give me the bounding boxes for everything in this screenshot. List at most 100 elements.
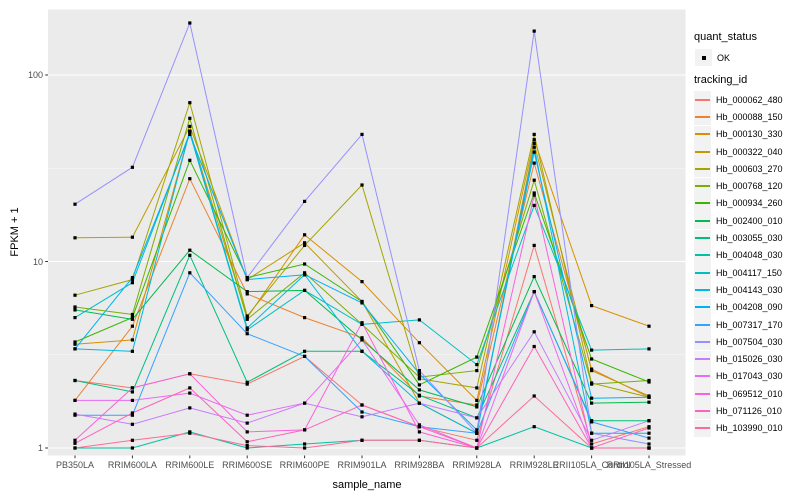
series-color-key [694, 264, 711, 282]
data-point [647, 347, 651, 351]
legend-item: Hb_000062_480 [694, 91, 783, 109]
data-point [647, 442, 651, 446]
data-point [303, 288, 307, 292]
legend-item: Hb_000322_040 [694, 143, 783, 161]
legend-item: Hb_007317_170 [694, 316, 783, 333]
series-color-key [694, 246, 711, 264]
data-point [647, 380, 651, 384]
data-point [532, 425, 536, 429]
series-color-key [694, 281, 711, 299]
legend-item: Hb_000130_330 [694, 125, 783, 143]
data-point [532, 132, 536, 136]
data-point [303, 316, 307, 320]
data-point [532, 150, 536, 154]
data-point [245, 326, 249, 330]
series-label: Hb_017043_030 [716, 371, 783, 382]
series-color-key [694, 177, 711, 195]
series-line-swatch [695, 150, 710, 153]
data-point [130, 398, 134, 402]
data-point [73, 308, 77, 312]
legend-item: Hb_007504_030 [694, 333, 783, 351]
x-tick-label: RRIM600LE [165, 460, 215, 470]
series-line-swatch [695, 323, 710, 326]
series-label: Hb_000934_260 [716, 198, 783, 209]
data-point [303, 354, 307, 358]
x-tick-label: RRII105LA_Control [552, 460, 631, 470]
legend-item: Hb_015026_030 [694, 350, 783, 368]
series-line-swatch [695, 254, 710, 257]
data-point [647, 436, 651, 440]
series-label: Hb_004208_090 [716, 302, 783, 313]
series-label: Hb_004117_150 [716, 267, 782, 278]
data-point [532, 145, 536, 149]
series-line-swatch [695, 133, 710, 136]
data-point [130, 338, 134, 342]
data-point [360, 301, 364, 305]
data-point [360, 322, 364, 326]
y-tick-label: 100 [27, 70, 43, 80]
data-point [590, 369, 594, 373]
legend-item: Hb_003055_030 [694, 229, 783, 247]
legend-item: Hb_004117_150 [694, 264, 783, 282]
data-point [475, 363, 479, 367]
data-point [73, 340, 77, 344]
data-point [417, 401, 421, 405]
data-point [130, 446, 134, 450]
series-label: Hb_069512_010 [716, 388, 783, 399]
series-color-key [694, 333, 711, 351]
series-color-key [694, 350, 711, 368]
data-point [532, 243, 536, 247]
data-point [73, 441, 77, 445]
data-point [590, 401, 594, 405]
data-point [303, 262, 307, 266]
data-point [532, 290, 536, 294]
y-tick-label: 10 [32, 256, 43, 267]
data-point [245, 278, 249, 282]
data-point [303, 428, 307, 432]
data-point [73, 202, 77, 206]
data-point [417, 318, 421, 322]
data-point [475, 369, 479, 373]
series-color-key [694, 160, 711, 178]
data-point [475, 405, 479, 409]
data-point [647, 395, 651, 399]
data-point [532, 394, 536, 398]
series-label: Hb_000768_120 [716, 181, 783, 192]
data-point [532, 138, 536, 142]
data-point [590, 396, 594, 400]
data-point [475, 431, 479, 435]
data-point [532, 29, 536, 33]
data-point [417, 372, 421, 376]
data-point [360, 438, 364, 442]
data-point [532, 193, 536, 197]
data-point [188, 406, 192, 410]
legend-item: Hb_071126_010 [694, 402, 783, 420]
data-point [417, 375, 421, 379]
data-point [360, 132, 364, 136]
data-point [532, 191, 536, 195]
data-point [245, 290, 249, 294]
data-point [417, 425, 421, 429]
legend-item: Hb_002400_010 [694, 212, 783, 230]
data-point [245, 444, 249, 448]
y-tick-label: 1 [37, 443, 43, 453]
data-point [647, 431, 651, 435]
data-point [475, 403, 479, 407]
data-point [73, 236, 77, 240]
legend-item: Hb_069512_010 [694, 385, 783, 403]
data-point [130, 438, 134, 442]
data-point [245, 328, 249, 332]
series-label: Hb_000062_480 [716, 94, 783, 105]
data-point [360, 321, 364, 325]
series-color-key [694, 125, 711, 143]
data-point [188, 158, 192, 162]
data-point [303, 401, 307, 405]
series-line-swatch [695, 115, 710, 118]
series-label: Hb_071126_010 [716, 405, 782, 416]
data-point [647, 324, 651, 328]
data-point [417, 383, 421, 387]
data-point [303, 446, 307, 450]
data-point [532, 141, 536, 145]
tracking-id-legend-title: tracking_id [694, 74, 748, 86]
